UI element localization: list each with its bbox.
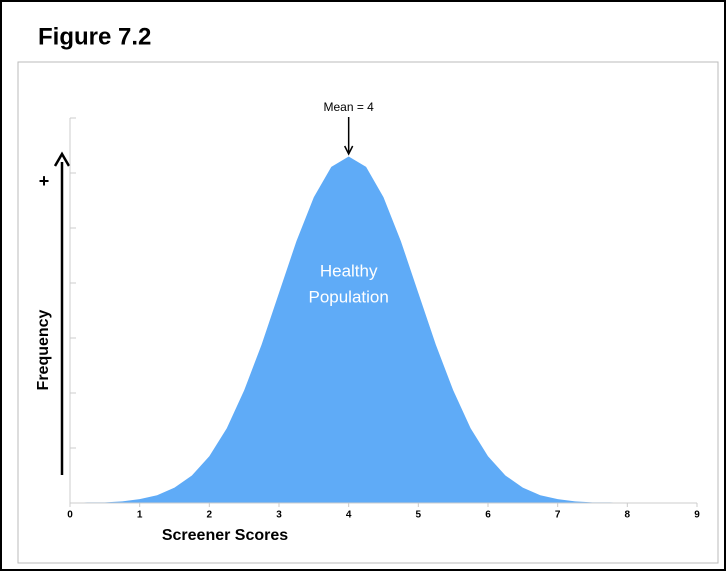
x-tick-label: 2: [207, 510, 213, 521]
mean-arrow-head: [343, 145, 354, 156]
y-arrow-head: [53, 151, 71, 167]
x-tick-label: 3: [276, 510, 282, 521]
x-axis-label: Screener Scores: [162, 527, 288, 544]
area: [70, 156, 697, 503]
x-tick-label: 0: [67, 510, 73, 521]
area-label: Healthy: [320, 261, 378, 280]
area-label: Population: [308, 287, 388, 306]
mean-label: Mean = 4: [323, 100, 374, 114]
x-tick-label: 4: [346, 510, 352, 521]
y-sign: +: [39, 171, 50, 191]
x-tick-label: 6: [485, 510, 491, 521]
chart-title: Figure 7.2: [38, 23, 151, 50]
x-tick-label: 7: [555, 510, 561, 521]
x-tick-label: 5: [416, 510, 422, 521]
y-axis-label: Frequency: [35, 309, 52, 390]
x-tick-label: 8: [625, 510, 631, 521]
x-tick-label: 1: [137, 510, 143, 521]
x-tick-label: 9: [694, 510, 700, 521]
